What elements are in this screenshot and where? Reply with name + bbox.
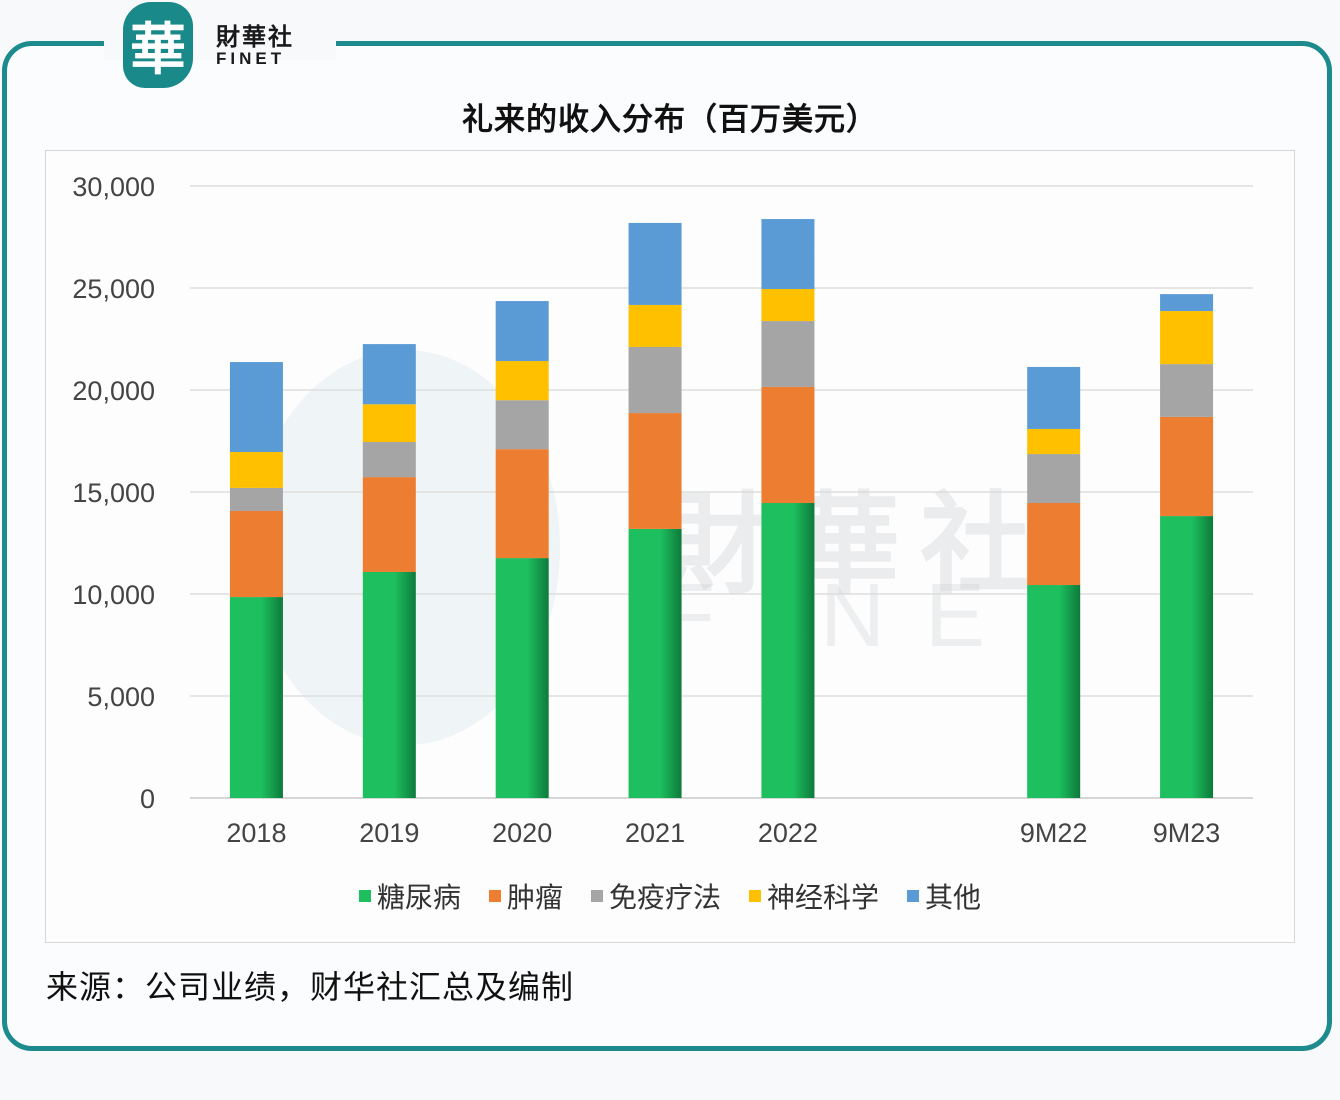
bar-segment-其他-2018: [229, 362, 283, 453]
legend-item: 免疫疗法: [590, 876, 721, 916]
legend-item: 肿瘤: [488, 876, 563, 916]
y-axis-ticks: 0 5,000 10,000 15,000 20,000 25,000 30,000: [72, 172, 155, 814]
bar-segment-肿瘤-2020: [495, 449, 549, 559]
legend-label: 其他: [925, 881, 982, 914]
bar-segment-神经科学-2020: [495, 361, 549, 401]
logo-glyph: 華: [130, 16, 186, 83]
bar-segment-神经科学-2021: [628, 304, 682, 347]
legend-label: 神经科学: [767, 881, 880, 914]
bar-segment-糖尿病-9M22: [1027, 585, 1081, 798]
bar-segment-糖尿病-9M23: [1160, 516, 1214, 798]
legend-swatch-icon: [749, 890, 761, 902]
x-tick-label: 2022: [758, 818, 818, 848]
legend-label: 免疫疗法: [608, 881, 721, 914]
bar-segment-糖尿病-2019: [362, 571, 416, 798]
bar-segment-其他-2020: [495, 301, 549, 362]
bar-segment-糖尿病-2021: [628, 528, 682, 798]
bar-segment-免疫疗法-9M22: [1027, 454, 1081, 504]
legend-swatch-icon: [358, 890, 371, 902]
x-tick-label: 2021: [625, 818, 685, 848]
bar-segment-免疫疗法-2020: [495, 400, 549, 450]
bar-segment-神经科学-9M22: [1027, 428, 1081, 455]
y-tick-label: 25,000: [72, 274, 155, 304]
watermark-text-en: FINET: [660, 566, 1120, 666]
legend-label: 肿瘤: [506, 881, 563, 914]
bar-segment-免疫疗法-2021: [628, 346, 682, 414]
bar-segment-肿瘤-9M22: [1027, 503, 1081, 586]
y-tick-label: 20,000: [72, 376, 155, 406]
x-tick-label: 2018: [226, 818, 286, 848]
y-tick-label: 10,000: [72, 580, 155, 610]
bar-segment-肿瘤-2019: [362, 477, 416, 572]
bar-segment-免疫疗法-9M23: [1160, 364, 1214, 417]
bar-segment-免疫疗法-2022: [761, 321, 815, 387]
x-tick-label: 9M23: [1153, 818, 1221, 848]
bar-segment-神经科学-2019: [362, 404, 416, 443]
bar-segment-神经科学-9M23: [1160, 311, 1214, 365]
x-tick-label: 9M22: [1020, 818, 1088, 848]
chart-title: 礼来的收入分布（百万美元）: [462, 102, 878, 138]
y-tick-label: 5,000: [87, 682, 155, 712]
bars: [229, 219, 1214, 798]
x-tick-label: 2020: [492, 818, 552, 848]
x-axis-ticks: 2018 2019 2020 2021 2022 9M22 9M23: [226, 818, 1220, 848]
bar-segment-肿瘤-2021: [628, 413, 682, 529]
bar-segment-其他-9M22: [1027, 366, 1081, 429]
logo-name-cn: 財華社: [216, 23, 294, 51]
bar-segment-肿瘤-2018: [229, 510, 283, 598]
legend: 糖尿病 肿瘤 免疫疗法 神经科学 其他: [0, 876, 1340, 916]
y-tick-label: 30,000: [72, 172, 155, 202]
bar-segment-糖尿病-2022: [761, 503, 815, 798]
x-tick-label: 2019: [359, 818, 419, 848]
legend-swatch-icon: [590, 890, 603, 902]
bar-segment-其他-2021: [628, 222, 682, 305]
gridlines: [190, 185, 1253, 799]
bar-segment-神经科学-2018: [229, 452, 283, 488]
source-note: 来源：公司业绩，财华社汇总及编制: [46, 968, 575, 1006]
legend-label: 糖尿病: [376, 881, 461, 914]
bar-segment-其他-9M23: [1160, 294, 1214, 312]
bar-segment-免疫疗法-2018: [229, 487, 283, 511]
legend-item: 神经科学: [749, 876, 879, 916]
bar-segment-肿瘤-2022: [761, 386, 815, 504]
bar-segment-其他-2022: [761, 219, 815, 290]
bar-segment-神经科学-2022: [761, 289, 815, 322]
watermark-text-cn: 財華社: [660, 481, 1050, 609]
legend-item: 糖尿病: [358, 876, 461, 916]
bar-segment-其他-2019: [362, 344, 416, 405]
legend-item: 其他: [907, 876, 981, 916]
logo-name-en: FINET: [216, 49, 286, 68]
bar-segment-肿瘤-9M23: [1160, 416, 1214, 517]
finet-logo-badge: 華: [123, 2, 193, 88]
bar-segment-糖尿病-2018: [229, 597, 283, 798]
bar-segment-糖尿病-2020: [495, 558, 549, 798]
legend-swatch-icon: [488, 890, 501, 902]
legend-swatch-icon: [907, 890, 920, 902]
y-tick-label: 0: [140, 784, 155, 814]
finet-logo-text: 財華社 FINET: [216, 24, 326, 68]
bar-segment-免疫疗法-2019: [362, 442, 416, 478]
y-tick-label: 15,000: [72, 478, 155, 508]
